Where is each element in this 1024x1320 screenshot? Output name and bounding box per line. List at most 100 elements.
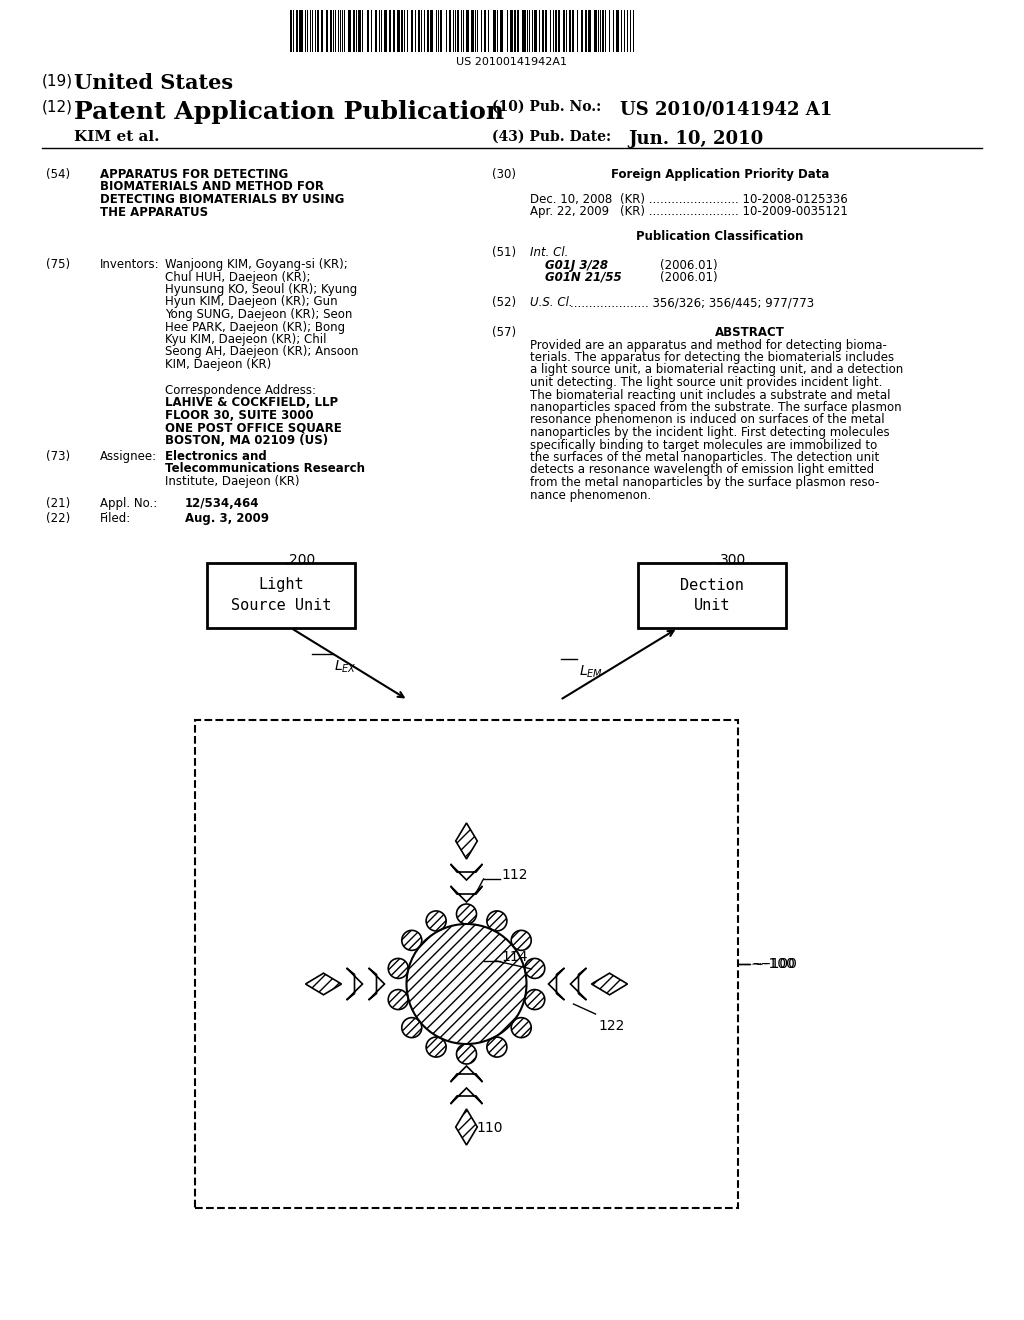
Text: APPARATUS FOR DETECTING: APPARATUS FOR DETECTING	[100, 168, 288, 181]
Text: ∼–100: ∼–100	[751, 957, 796, 972]
Text: THE APPARATUS: THE APPARATUS	[100, 206, 208, 219]
Text: 122: 122	[598, 1019, 625, 1034]
Text: nanoparticles spaced from the substrate. The surface plasmon: nanoparticles spaced from the substrate.…	[530, 401, 901, 414]
Text: G01J 3/28: G01J 3/28	[545, 259, 608, 272]
Text: Int. Cl.: Int. Cl.	[530, 246, 568, 259]
Bar	[299, 11, 303, 51]
Text: Inventors:: Inventors:	[100, 257, 160, 271]
Text: ..................... 356/326; 356/445; 977/773: ..................... 356/326; 356/445; …	[570, 296, 814, 309]
Text: U.S. Cl.: U.S. Cl.	[530, 296, 572, 309]
Bar	[510, 11, 513, 51]
Bar	[522, 11, 526, 51]
Bar	[326, 11, 328, 51]
Text: (30): (30)	[492, 168, 516, 181]
Text: LAHIVE & COCKFIELD, LLP: LAHIVE & COCKFIELD, LLP	[165, 396, 338, 409]
Bar	[430, 11, 433, 51]
Polygon shape	[570, 968, 587, 1001]
Text: Foreign Application Priority Data: Foreign Application Priority Data	[610, 168, 829, 181]
Text: Appl. No.:: Appl. No.:	[100, 498, 158, 510]
Bar	[290, 11, 292, 51]
Bar	[471, 11, 474, 51]
Text: Assignee:: Assignee:	[100, 450, 157, 463]
Bar	[358, 11, 361, 51]
Bar	[466, 11, 469, 51]
Text: (54): (54)	[46, 168, 70, 181]
Text: Provided are an apparatus and method for detecting bioma-: Provided are an apparatus and method for…	[530, 338, 887, 351]
Bar	[384, 11, 387, 51]
Text: from the metal nanoparticles by the surface plasmon reso-: from the metal nanoparticles by the surf…	[530, 477, 880, 488]
Bar	[569, 11, 571, 51]
Text: Apr. 22, 2009: Apr. 22, 2009	[530, 206, 609, 219]
Text: (57): (57)	[492, 326, 516, 339]
Text: (2006.01): (2006.01)	[660, 271, 718, 284]
Text: ∼–100: ∼–100	[753, 957, 798, 972]
Text: Jun. 10, 2010: Jun. 10, 2010	[628, 129, 763, 148]
Bar	[563, 11, 565, 51]
Bar	[638, 564, 786, 628]
Bar	[594, 11, 597, 51]
Text: specifically binding to target molecules are immobilized to: specifically binding to target molecules…	[530, 438, 878, 451]
Text: 300: 300	[720, 553, 746, 568]
Bar	[534, 11, 537, 51]
Bar	[317, 11, 319, 51]
Text: (52): (52)	[492, 296, 516, 309]
Bar	[616, 11, 618, 51]
Bar	[514, 11, 516, 51]
Polygon shape	[451, 1067, 482, 1082]
Text: (51): (51)	[492, 246, 516, 259]
Text: terials. The apparatus for detecting the biomaterials includes: terials. The apparatus for detecting the…	[530, 351, 894, 364]
Bar	[585, 11, 587, 51]
Text: Dec. 10, 2008: Dec. 10, 2008	[530, 193, 612, 206]
Bar	[353, 11, 355, 51]
Bar	[330, 11, 332, 51]
Bar	[545, 11, 547, 51]
Bar	[440, 11, 442, 51]
Text: FLOOR 30, SUITE 3000: FLOOR 30, SUITE 3000	[165, 409, 313, 422]
Text: Dection
Unit: Dection Unit	[680, 578, 744, 614]
Text: (19): (19)	[42, 73, 73, 88]
Text: Telecommunications Research: Telecommunications Research	[165, 462, 365, 475]
Text: nance phenomenon.: nance phenomenon.	[530, 488, 651, 502]
Text: (21): (21)	[46, 498, 71, 510]
Text: Hyun KIM, Daejeon (KR); Gun: Hyun KIM, Daejeon (KR); Gun	[165, 296, 338, 309]
Text: Institute, Daejeon (KR): Institute, Daejeon (KR)	[165, 475, 299, 488]
Text: Correspondence Address:: Correspondence Address:	[165, 384, 316, 397]
Text: Publication Classification: Publication Classification	[636, 230, 804, 243]
Text: DETECTING BIOMATERIALS BY USING: DETECTING BIOMATERIALS BY USING	[100, 193, 344, 206]
Polygon shape	[369, 968, 384, 1001]
Bar	[367, 11, 369, 51]
Text: Light
Source Unit: Light Source Unit	[230, 578, 331, 614]
Bar	[493, 11, 496, 51]
Text: (12): (12)	[42, 100, 73, 115]
Text: G01N 21/55: G01N 21/55	[545, 271, 622, 284]
Bar	[517, 11, 519, 51]
Text: Aug. 3, 2009: Aug. 3, 2009	[185, 512, 269, 525]
Text: ABSTRACT: ABSTRACT	[715, 326, 785, 339]
Bar	[457, 11, 459, 51]
Text: The biomaterial reacting unit includes a substrate and metal: The biomaterial reacting unit includes a…	[530, 388, 891, 401]
Text: (75): (75)	[46, 257, 70, 271]
Text: 114: 114	[502, 950, 528, 964]
Text: Hyunsung KO, Seoul (KR); Kyung: Hyunsung KO, Seoul (KR); Kyung	[165, 282, 357, 296]
Text: (KR) ........................ 10-2009-0035121: (KR) ........................ 10-2009-00…	[605, 206, 848, 219]
Bar	[389, 11, 391, 51]
Bar	[418, 11, 420, 51]
Text: KIM, Daejeon (KR): KIM, Daejeon (KR)	[165, 358, 271, 371]
Polygon shape	[451, 1088, 482, 1104]
Bar	[348, 11, 351, 51]
Text: Wanjoong KIM, Goyang-si (KR);: Wanjoong KIM, Goyang-si (KR);	[165, 257, 348, 271]
Text: KIM et al.: KIM et al.	[74, 129, 160, 144]
Bar	[195, 719, 738, 1208]
Text: BOSTON, MA 02109 (US): BOSTON, MA 02109 (US)	[165, 434, 328, 447]
Text: (22): (22)	[46, 512, 71, 525]
Bar	[581, 11, 583, 51]
Bar	[449, 11, 451, 51]
Text: unit detecting. The light source unit provides incident light.: unit detecting. The light source unit pr…	[530, 376, 883, 389]
Polygon shape	[549, 968, 564, 1001]
Bar	[207, 564, 355, 628]
Text: a light source unit, a biomaterial reacting unit, and a detection: a light source unit, a biomaterial react…	[530, 363, 903, 376]
Text: Hee PARK, Daejeon (KR); Bong: Hee PARK, Daejeon (KR); Bong	[165, 321, 345, 334]
Bar	[427, 11, 429, 51]
Text: 200: 200	[289, 553, 315, 568]
Bar	[411, 11, 413, 51]
